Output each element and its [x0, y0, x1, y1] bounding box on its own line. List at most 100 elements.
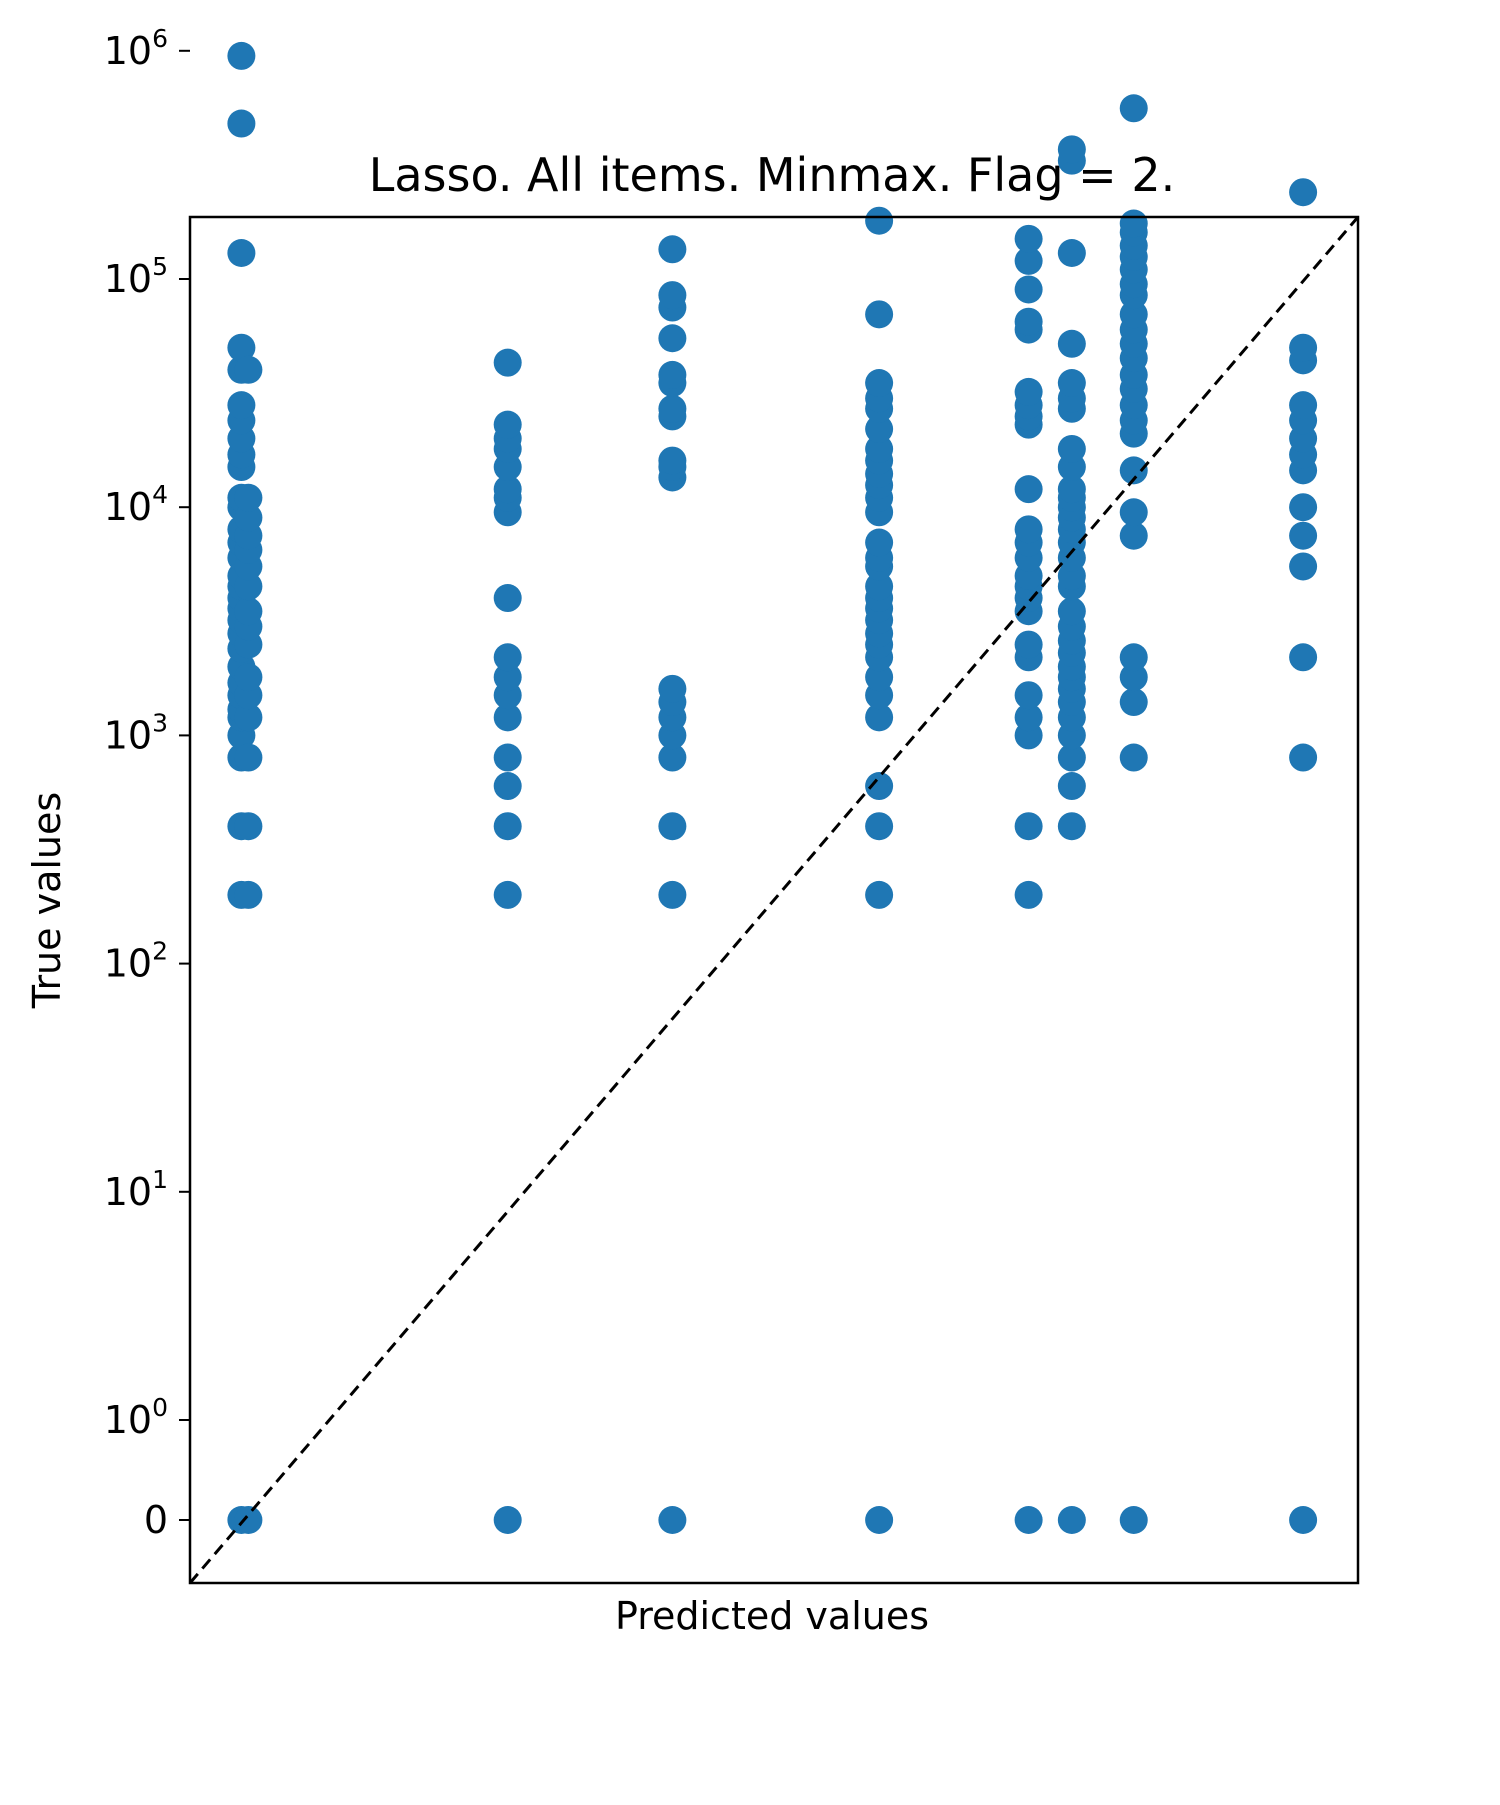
scatter-point [227, 391, 256, 420]
y-tick-exponent: 6 [152, 24, 168, 53]
scatter-point [1119, 663, 1148, 692]
scatter-point [1289, 552, 1318, 581]
y-tick-base: 10 [104, 485, 152, 529]
scatter-point [493, 663, 522, 692]
scatter-point [1057, 135, 1086, 164]
y-tick-base: 10 [104, 1398, 152, 1442]
scatter-point [493, 584, 522, 613]
scatter-point [234, 597, 263, 626]
y-tick-exponent: 5 [152, 252, 168, 281]
scatter-point [227, 41, 256, 70]
scatter-point [227, 333, 256, 362]
scatter-point [658, 880, 687, 909]
scatter-point [865, 300, 894, 329]
y-tick-label: 102 [104, 937, 168, 986]
scatter-point [1014, 630, 1043, 659]
scatter-point [1014, 275, 1043, 304]
y-tick-label: 104 [104, 480, 168, 529]
scatter-point [234, 572, 263, 601]
scatter-point [1289, 178, 1318, 207]
scatter-point [865, 812, 894, 841]
y-tick-label: 105 [104, 252, 168, 301]
scatter-point [1057, 812, 1086, 841]
scatter-point [865, 572, 894, 601]
scatter-point [1014, 246, 1043, 275]
scatter-point [658, 674, 687, 703]
y-tick-exponent: 3 [152, 708, 168, 737]
scatter-point [1014, 1506, 1043, 1534]
plot-frame [188, 215, 1360, 1585]
y-tick-base: 10 [104, 713, 152, 757]
scatter-point [1119, 300, 1148, 329]
y-tick-base: 10 [104, 1170, 152, 1214]
scatter-point [658, 360, 687, 389]
y-tick-label: 106 [104, 24, 168, 73]
scatter-point [658, 743, 687, 772]
scatter-point [234, 703, 263, 732]
scatter-point [1057, 772, 1086, 801]
scatter-point [1119, 456, 1148, 485]
scatter-point [234, 483, 263, 512]
scatter-point [1057, 1506, 1086, 1534]
scatter-point [493, 772, 522, 801]
scatter-point [234, 812, 263, 841]
scatter-point [1289, 493, 1318, 522]
scatter-point [493, 475, 522, 504]
y-tick-base: 10 [104, 257, 152, 301]
scatter-point [865, 528, 894, 557]
scatter-point [865, 1506, 894, 1534]
scatter-point [1014, 475, 1043, 504]
scatter-point [234, 743, 263, 772]
scatter-point [493, 812, 522, 841]
y-tick-label: 103 [104, 708, 168, 757]
scatter-point [1119, 209, 1148, 238]
scatter-point [234, 663, 263, 692]
y-axis-label: True values [25, 792, 69, 1009]
scatter-point [1289, 1506, 1318, 1534]
scatter-point [493, 1506, 522, 1534]
scatter-point [865, 880, 894, 909]
scatter-point [1057, 434, 1086, 463]
scatter-point [234, 880, 263, 909]
scatter-point [1119, 521, 1148, 550]
scatter-point [865, 415, 894, 444]
scatter-point [1014, 681, 1043, 710]
scatter-point [1014, 307, 1043, 336]
scatter-point [234, 503, 263, 532]
scatter-point [658, 812, 687, 841]
scatter-point [227, 238, 256, 267]
scatter-point [493, 643, 522, 672]
scatter-point [1119, 1506, 1148, 1534]
scatter-point [865, 772, 894, 801]
scatter-point [1057, 743, 1086, 772]
scatter-point [493, 880, 522, 909]
scatter-point [1014, 703, 1043, 732]
scatter-point [493, 703, 522, 732]
scatter-point [1014, 880, 1043, 909]
scatter-point [234, 355, 263, 384]
y-tick-label: 100 [104, 1393, 168, 1442]
scatter-point [1289, 643, 1318, 672]
scatter-point [658, 281, 687, 310]
scatter-point [1289, 333, 1318, 362]
x-axis-label: Predicted values [615, 1594, 929, 1638]
y-tick-label: 0 [144, 1498, 168, 1542]
scatter-point [658, 235, 687, 264]
y-tick-base: 0 [144, 1498, 168, 1542]
scatter-point [865, 369, 894, 398]
scatter-point [1119, 688, 1148, 717]
scatter-point [865, 206, 894, 235]
chart-title: Lasso. All items. Minmax. Flag = 2. [369, 148, 1176, 202]
y-tick-exponent: 2 [152, 937, 168, 966]
scatter-point [1289, 743, 1318, 772]
y-tick-exponent: 4 [152, 480, 168, 509]
scatter-point [227, 109, 256, 138]
scatter-point [1119, 94, 1148, 123]
scatter-point [1014, 224, 1043, 253]
y-tick-exponent: 0 [152, 1393, 168, 1422]
scatter-point [1119, 643, 1148, 672]
reference-line-diagonal [188, 216, 1360, 1584]
